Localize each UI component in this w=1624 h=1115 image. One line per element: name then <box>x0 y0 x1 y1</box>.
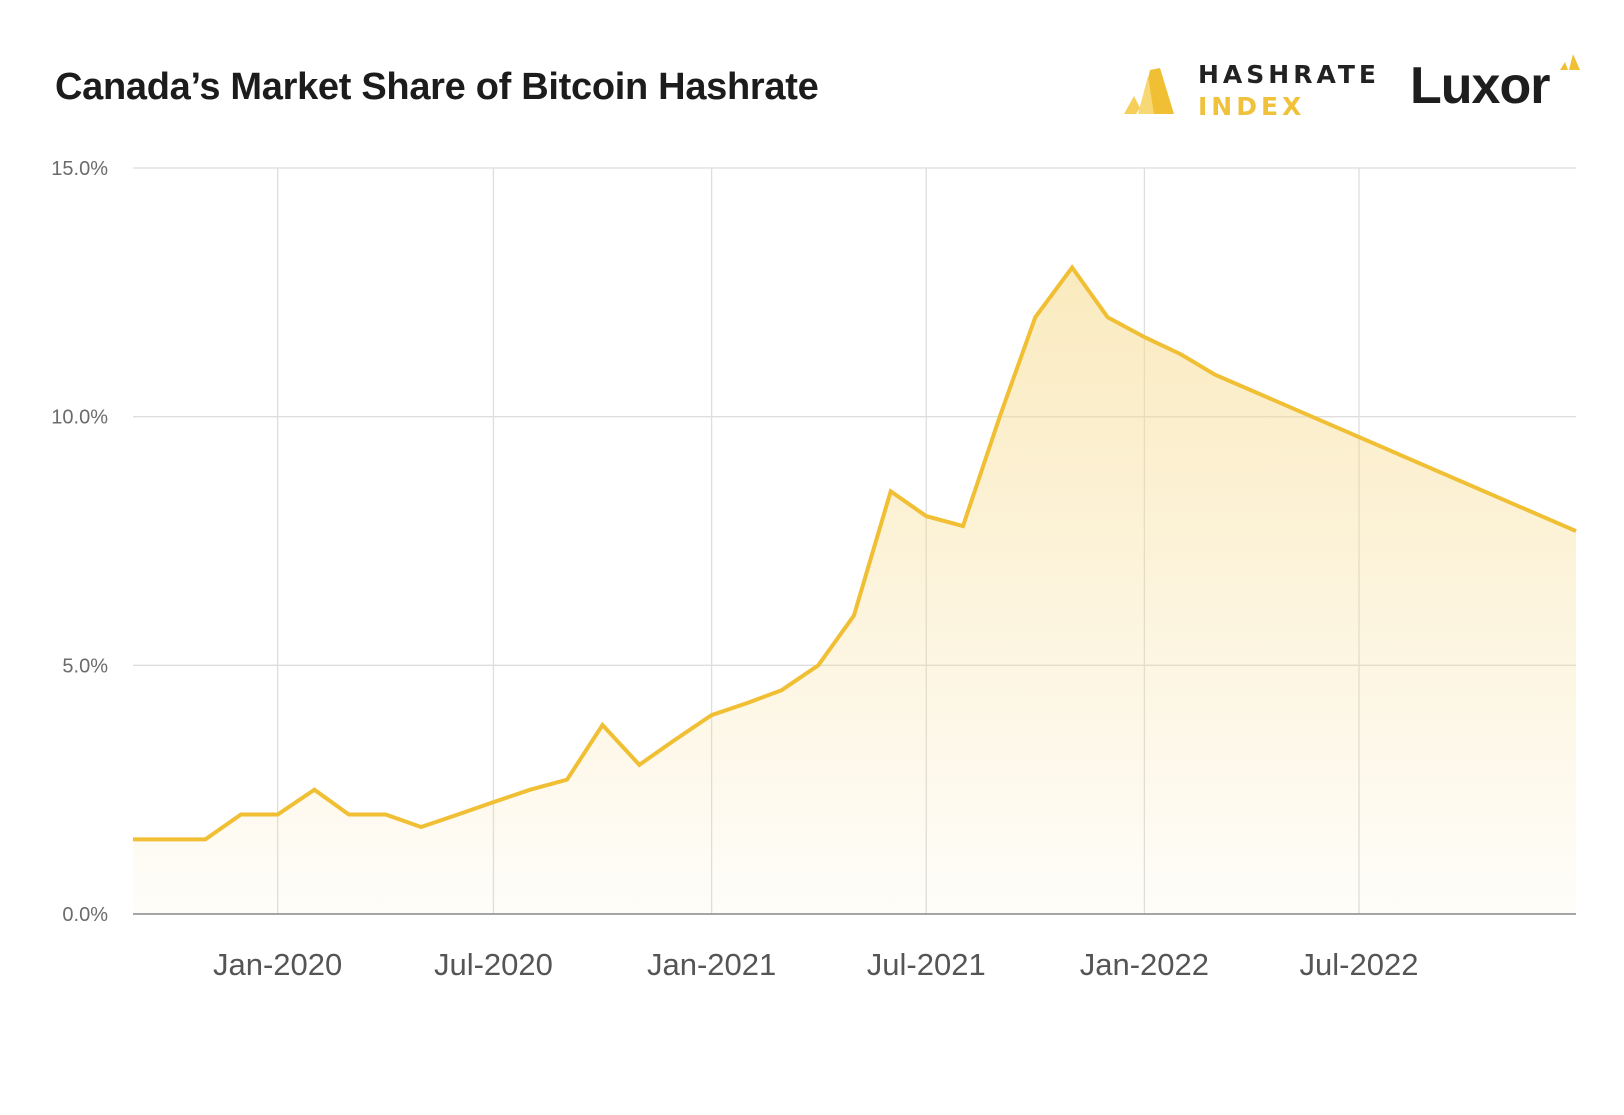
x-tick-label: Jul-2021 <box>867 947 986 982</box>
series-line <box>133 264 1577 842</box>
x-tick-label: Jan-2020 <box>213 947 342 982</box>
hashrate-index-wordmark-top: HASHRATE <box>1198 60 1380 89</box>
y-tick-label: 10.0% <box>51 407 108 429</box>
hashrate-index-logo: HASHRATE INDEX <box>1118 58 1376 122</box>
hashrate-index-logo-icon <box>1124 68 1174 114</box>
x-tick-label: Jul-2022 <box>1300 947 1419 982</box>
luxor-wordmark: Luxor <box>1410 57 1550 115</box>
x-tick-label: Jan-2022 <box>1080 947 1209 982</box>
y-tick-label: 5.0% <box>62 655 108 677</box>
y-tick-label: 15.0% <box>51 158 108 180</box>
area-fill-group <box>133 267 1576 914</box>
series-line-group <box>133 264 1577 842</box>
y-tick-label: 0.0% <box>62 904 108 926</box>
luxor-logo-icon <box>1560 54 1580 70</box>
tick-labels: 0.0% 5.0% 10.0% 15.0% Jan-2020 Jul-2020 Jan-20… <box>51 158 1418 982</box>
luxor-logo: Luxor <box>1410 54 1590 116</box>
x-tick-label: Jul-2020 <box>434 947 553 982</box>
hashrate-index-wordmark-bottom: INDEX <box>1198 92 1306 121</box>
series-area-fill <box>133 267 1576 914</box>
chart-title: Canada’s Market Share of Bitcoin Hashrat… <box>55 66 819 108</box>
x-tick-label: Jan-2021 <box>647 947 776 982</box>
